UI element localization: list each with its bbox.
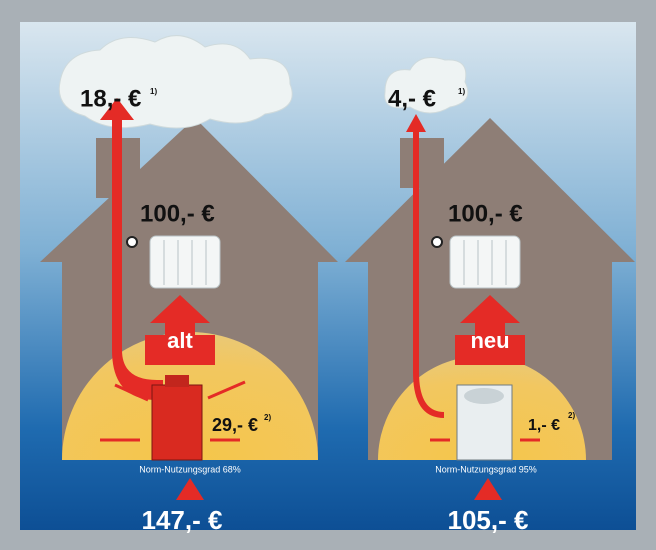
footnote: 2): [568, 411, 575, 420]
boiler-label: neu: [470, 328, 509, 353]
footnote: 2): [264, 413, 271, 422]
footnote: 1): [150, 87, 157, 96]
efficiency: Norm-Nutzungsgrad 95%: [435, 464, 537, 474]
boiler-loss: 29,- €: [212, 415, 258, 435]
chimney-loss: 4,- €: [388, 85, 436, 112]
infographic: 18,- € 1) 100,- € alt 29,- € 2) Norm-Nut…: [0, 0, 656, 550]
total-cost: 105,- €: [448, 505, 529, 535]
boiler-label: alt: [167, 328, 193, 353]
heating-cost: 100,- €: [140, 200, 215, 227]
heating-cost: 100,- €: [448, 200, 523, 227]
chimney-loss: 18,- €: [80, 85, 141, 112]
efficiency: Norm-Nutzungsgrad 68%: [139, 464, 241, 474]
footnote: 1): [458, 87, 465, 96]
total-cost: 147,- €: [142, 505, 223, 535]
boiler-loss: 1,- €: [528, 417, 560, 434]
